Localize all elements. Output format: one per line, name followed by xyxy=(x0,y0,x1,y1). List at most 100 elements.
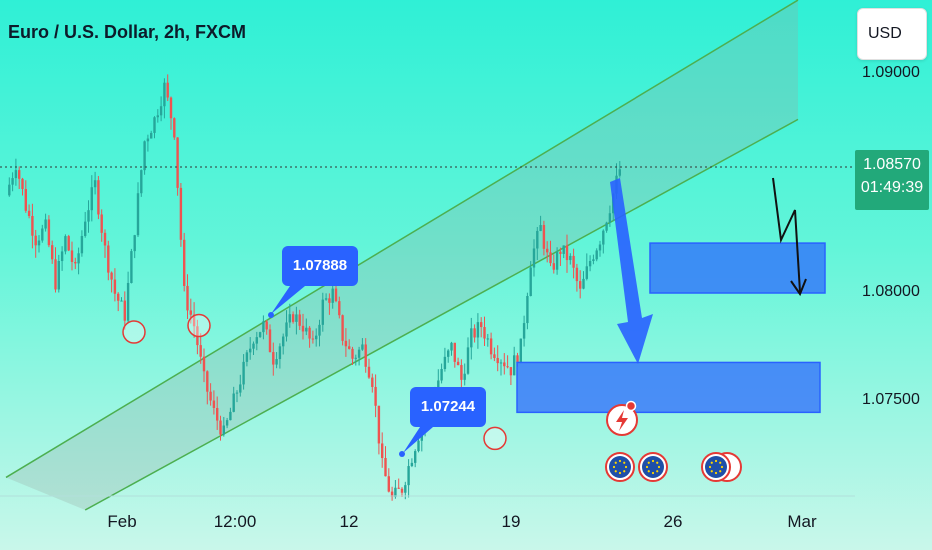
current-price-value: 1.08570 xyxy=(863,156,921,173)
candle-body xyxy=(311,338,315,340)
candle-body xyxy=(354,357,357,359)
candle-body xyxy=(569,255,572,261)
candle-body xyxy=(506,366,509,368)
candle-body xyxy=(245,352,249,362)
candle-body xyxy=(275,359,278,365)
candle-body xyxy=(206,371,209,392)
currency-button[interactable]: USD xyxy=(857,8,927,60)
candle-body xyxy=(268,329,272,353)
flag-field xyxy=(705,456,727,478)
candle-body xyxy=(74,261,77,264)
candle-body xyxy=(532,248,536,268)
candle-body xyxy=(192,314,196,327)
candle-body xyxy=(618,169,621,176)
candle-body xyxy=(483,327,486,339)
candle-body xyxy=(476,322,480,338)
candle-body xyxy=(242,361,245,385)
candle-body xyxy=(565,245,569,261)
flag-star xyxy=(656,470,659,473)
flag-star xyxy=(719,461,722,464)
eu-flag-icon xyxy=(701,452,731,482)
candle-body xyxy=(493,354,496,358)
candle-body xyxy=(440,369,443,381)
candle-body xyxy=(27,210,31,217)
candle-body xyxy=(364,344,367,367)
target-zone-1 xyxy=(649,242,826,294)
candle-body xyxy=(159,106,163,116)
candle-body xyxy=(130,251,133,283)
flag-star xyxy=(714,459,718,463)
candle-body xyxy=(209,391,212,401)
candle-body xyxy=(54,259,57,290)
candle-body xyxy=(496,357,499,364)
callout-pointer-high xyxy=(271,286,305,314)
candle-body xyxy=(397,487,400,489)
candle-body xyxy=(196,326,199,346)
candle-body xyxy=(588,260,592,267)
candle-body xyxy=(539,225,542,231)
candle-body xyxy=(447,350,450,357)
candle-body xyxy=(199,345,202,357)
candle-body xyxy=(258,332,262,338)
candle-body xyxy=(265,321,268,330)
candle-body xyxy=(361,344,364,350)
candle-body xyxy=(456,361,460,366)
candle-body xyxy=(321,299,324,325)
time-tick: 12 xyxy=(339,512,359,531)
candle-body xyxy=(169,97,173,119)
candle-body xyxy=(555,251,559,270)
candle-body xyxy=(324,298,328,300)
candle-body xyxy=(41,228,44,241)
candle-body xyxy=(582,278,585,289)
channel-fill xyxy=(6,0,798,511)
candle-body xyxy=(146,138,150,142)
callout-pointer-low xyxy=(403,427,433,453)
candle-body xyxy=(143,141,146,171)
candle-body xyxy=(47,219,51,246)
candle-body xyxy=(249,348,252,353)
candle-body xyxy=(499,362,503,364)
flag-star xyxy=(657,465,661,469)
candle-body xyxy=(341,315,344,341)
flag-star xyxy=(714,471,718,475)
candle-body xyxy=(470,328,473,348)
candle-body xyxy=(572,255,575,268)
flag-star xyxy=(624,465,628,469)
time-tick: 12:00 xyxy=(213,512,257,531)
zigzag-arrowhead xyxy=(790,278,807,297)
projection-arrow-down xyxy=(610,178,653,364)
candle-body xyxy=(404,485,407,493)
candle-body xyxy=(387,476,390,492)
candle-body xyxy=(235,392,239,394)
candle-body xyxy=(229,411,232,421)
candle-body xyxy=(344,340,348,347)
target-zones xyxy=(516,242,826,414)
callout-anchor-high xyxy=(268,312,274,318)
candle-body xyxy=(163,82,166,107)
candle-body xyxy=(37,240,41,246)
candle-body xyxy=(562,245,565,254)
flag-star xyxy=(612,465,616,469)
flag-star xyxy=(656,461,659,464)
candle-body xyxy=(453,342,456,362)
candle-body xyxy=(592,259,595,261)
candle-body xyxy=(11,178,14,185)
candle-body xyxy=(473,328,476,338)
candle-body xyxy=(509,367,513,376)
candle-body xyxy=(595,250,598,260)
candle-body xyxy=(585,266,588,279)
candle-body xyxy=(252,343,255,349)
flag-star xyxy=(623,470,626,473)
price-tick: 1.09000 xyxy=(862,64,920,81)
candle-body xyxy=(156,115,159,118)
candle-body xyxy=(328,298,331,303)
current-price-badge: 1.08570 01:49:39 xyxy=(855,150,929,210)
candle-body xyxy=(318,324,321,336)
flash-bolt xyxy=(616,410,628,431)
candle-body xyxy=(348,346,351,349)
eu-flag-icon xyxy=(638,452,668,482)
candle-body xyxy=(390,491,394,497)
candle-body xyxy=(123,300,126,321)
candle-body xyxy=(559,251,562,254)
